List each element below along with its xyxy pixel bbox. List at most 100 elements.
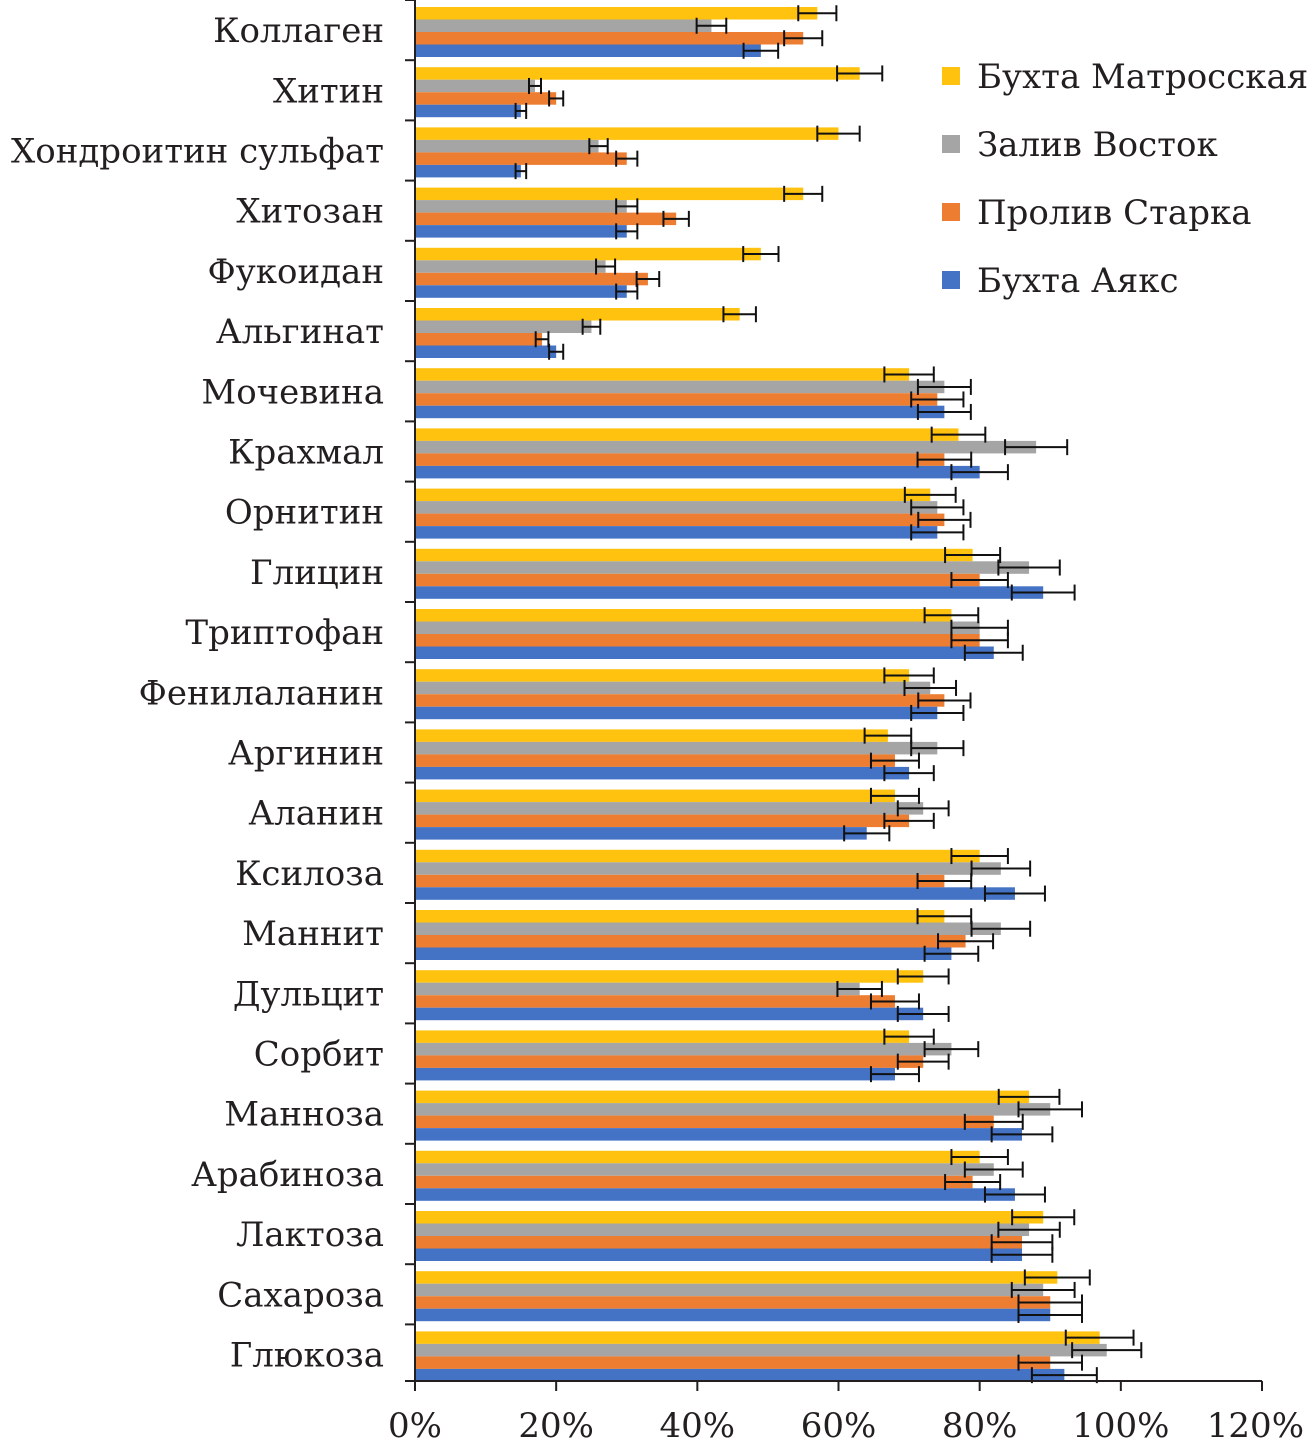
error-bar: [615, 198, 639, 215]
bar: [415, 1090, 1030, 1104]
x-tick-label: 20%: [518, 1406, 594, 1446]
error-bar: [742, 246, 780, 263]
bar: [415, 1331, 1100, 1344]
error-bar: [1023, 1269, 1091, 1286]
error-bar: [869, 752, 920, 769]
error-bar: [910, 524, 965, 541]
error-bar: [997, 1088, 1061, 1105]
x-tick-label: 80%: [942, 1406, 1018, 1446]
bar: [415, 104, 521, 118]
bar: [415, 127, 839, 140]
bar: [415, 1223, 1030, 1236]
bar: [415, 247, 761, 261]
bar: [415, 849, 980, 863]
bar: [415, 1175, 973, 1189]
category-label: Орнитин: [225, 493, 384, 533]
error-bar: [662, 210, 690, 227]
error-bar: [944, 547, 1002, 564]
x-tick-label: 100%: [1072, 1406, 1169, 1446]
error-bar: [950, 572, 1009, 589]
axes-layer: 0% 20% 40% 60% 80% 100% 120%: [388, 0, 1304, 1446]
error-bar: [983, 1186, 1046, 1203]
error-bar: [869, 787, 920, 804]
bar: [415, 1042, 952, 1056]
bar: [415, 1356, 1051, 1369]
error-bar: [930, 426, 987, 443]
bar: [415, 465, 980, 479]
error-bar: [797, 5, 838, 22]
error-bar: [514, 163, 528, 180]
category-label: Маннит: [242, 914, 384, 954]
legend-item: Пролив Старка: [942, 193, 1251, 233]
category-label: Альгинат: [216, 312, 384, 352]
bar: [415, 970, 924, 983]
error-bar: [963, 644, 1024, 661]
bar: [415, 285, 627, 298]
bar: [415, 164, 521, 178]
bar: [415, 453, 945, 466]
error-bar: [990, 1126, 1054, 1143]
category-label: Глицин: [250, 553, 384, 593]
bar: [415, 982, 860, 996]
error-bar: [950, 464, 1009, 481]
error-bar: [514, 102, 528, 119]
bar: [415, 320, 592, 333]
bar: [415, 1007, 924, 1021]
legend-label: Бухта Матросская: [977, 57, 1308, 97]
error-bar: [950, 848, 1009, 865]
error-bar: [910, 740, 965, 757]
bar: [415, 1115, 994, 1129]
bar: [415, 32, 804, 45]
bar: [415, 152, 627, 165]
category-label: Мочевина: [201, 372, 384, 412]
legend-item: Бухта Матросская: [942, 57, 1308, 97]
bar: [415, 1067, 895, 1081]
category-label: Хондроитин сульфат: [11, 132, 384, 172]
category-label: Арабиноза: [191, 1155, 384, 1195]
bar: [415, 935, 966, 948]
bar: [415, 862, 1001, 875]
bar: [415, 766, 910, 780]
error-bar: [836, 65, 884, 82]
error-bar: [903, 486, 957, 503]
error-bar: [1017, 1306, 1084, 1323]
bar: [415, 621, 980, 634]
error-bar: [836, 980, 883, 997]
error-bar: [963, 1113, 1024, 1130]
error-bar: [869, 1066, 920, 1083]
bar: [415, 947, 952, 960]
error-bar: [983, 885, 1046, 902]
bar: [415, 1368, 1065, 1382]
error-bar: [923, 945, 980, 962]
bar: [415, 729, 888, 742]
legend-item: Залив Восток: [942, 125, 1218, 165]
bar: [415, 272, 648, 286]
bar: [415, 333, 543, 346]
bar: [415, 1128, 1023, 1141]
category-label: Фенилаланин: [139, 673, 384, 713]
error-bar: [997, 559, 1061, 576]
legend-item: Бухта Аякс: [942, 261, 1179, 301]
legend-swatch: [942, 67, 960, 85]
bar: [415, 1103, 1051, 1116]
bar: [415, 609, 952, 622]
bar: [415, 1236, 1023, 1249]
bar: [415, 1283, 1044, 1297]
bar: [415, 225, 627, 238]
bar: [415, 573, 980, 587]
error-bars-layer: [514, 5, 1143, 1384]
bar: [415, 488, 931, 502]
legend-label: Пролив Старка: [977, 193, 1251, 233]
bar: [415, 345, 557, 358]
category-label: Аргинин: [228, 734, 384, 774]
bar: [415, 586, 1044, 599]
bar: [415, 393, 938, 406]
bar: [415, 1271, 1058, 1284]
category-label: Ксилоза: [235, 854, 384, 894]
bar: [415, 428, 959, 441]
error-bar: [923, 607, 980, 624]
error-bar: [910, 499, 965, 516]
category-label: Дульцит: [233, 974, 384, 1014]
